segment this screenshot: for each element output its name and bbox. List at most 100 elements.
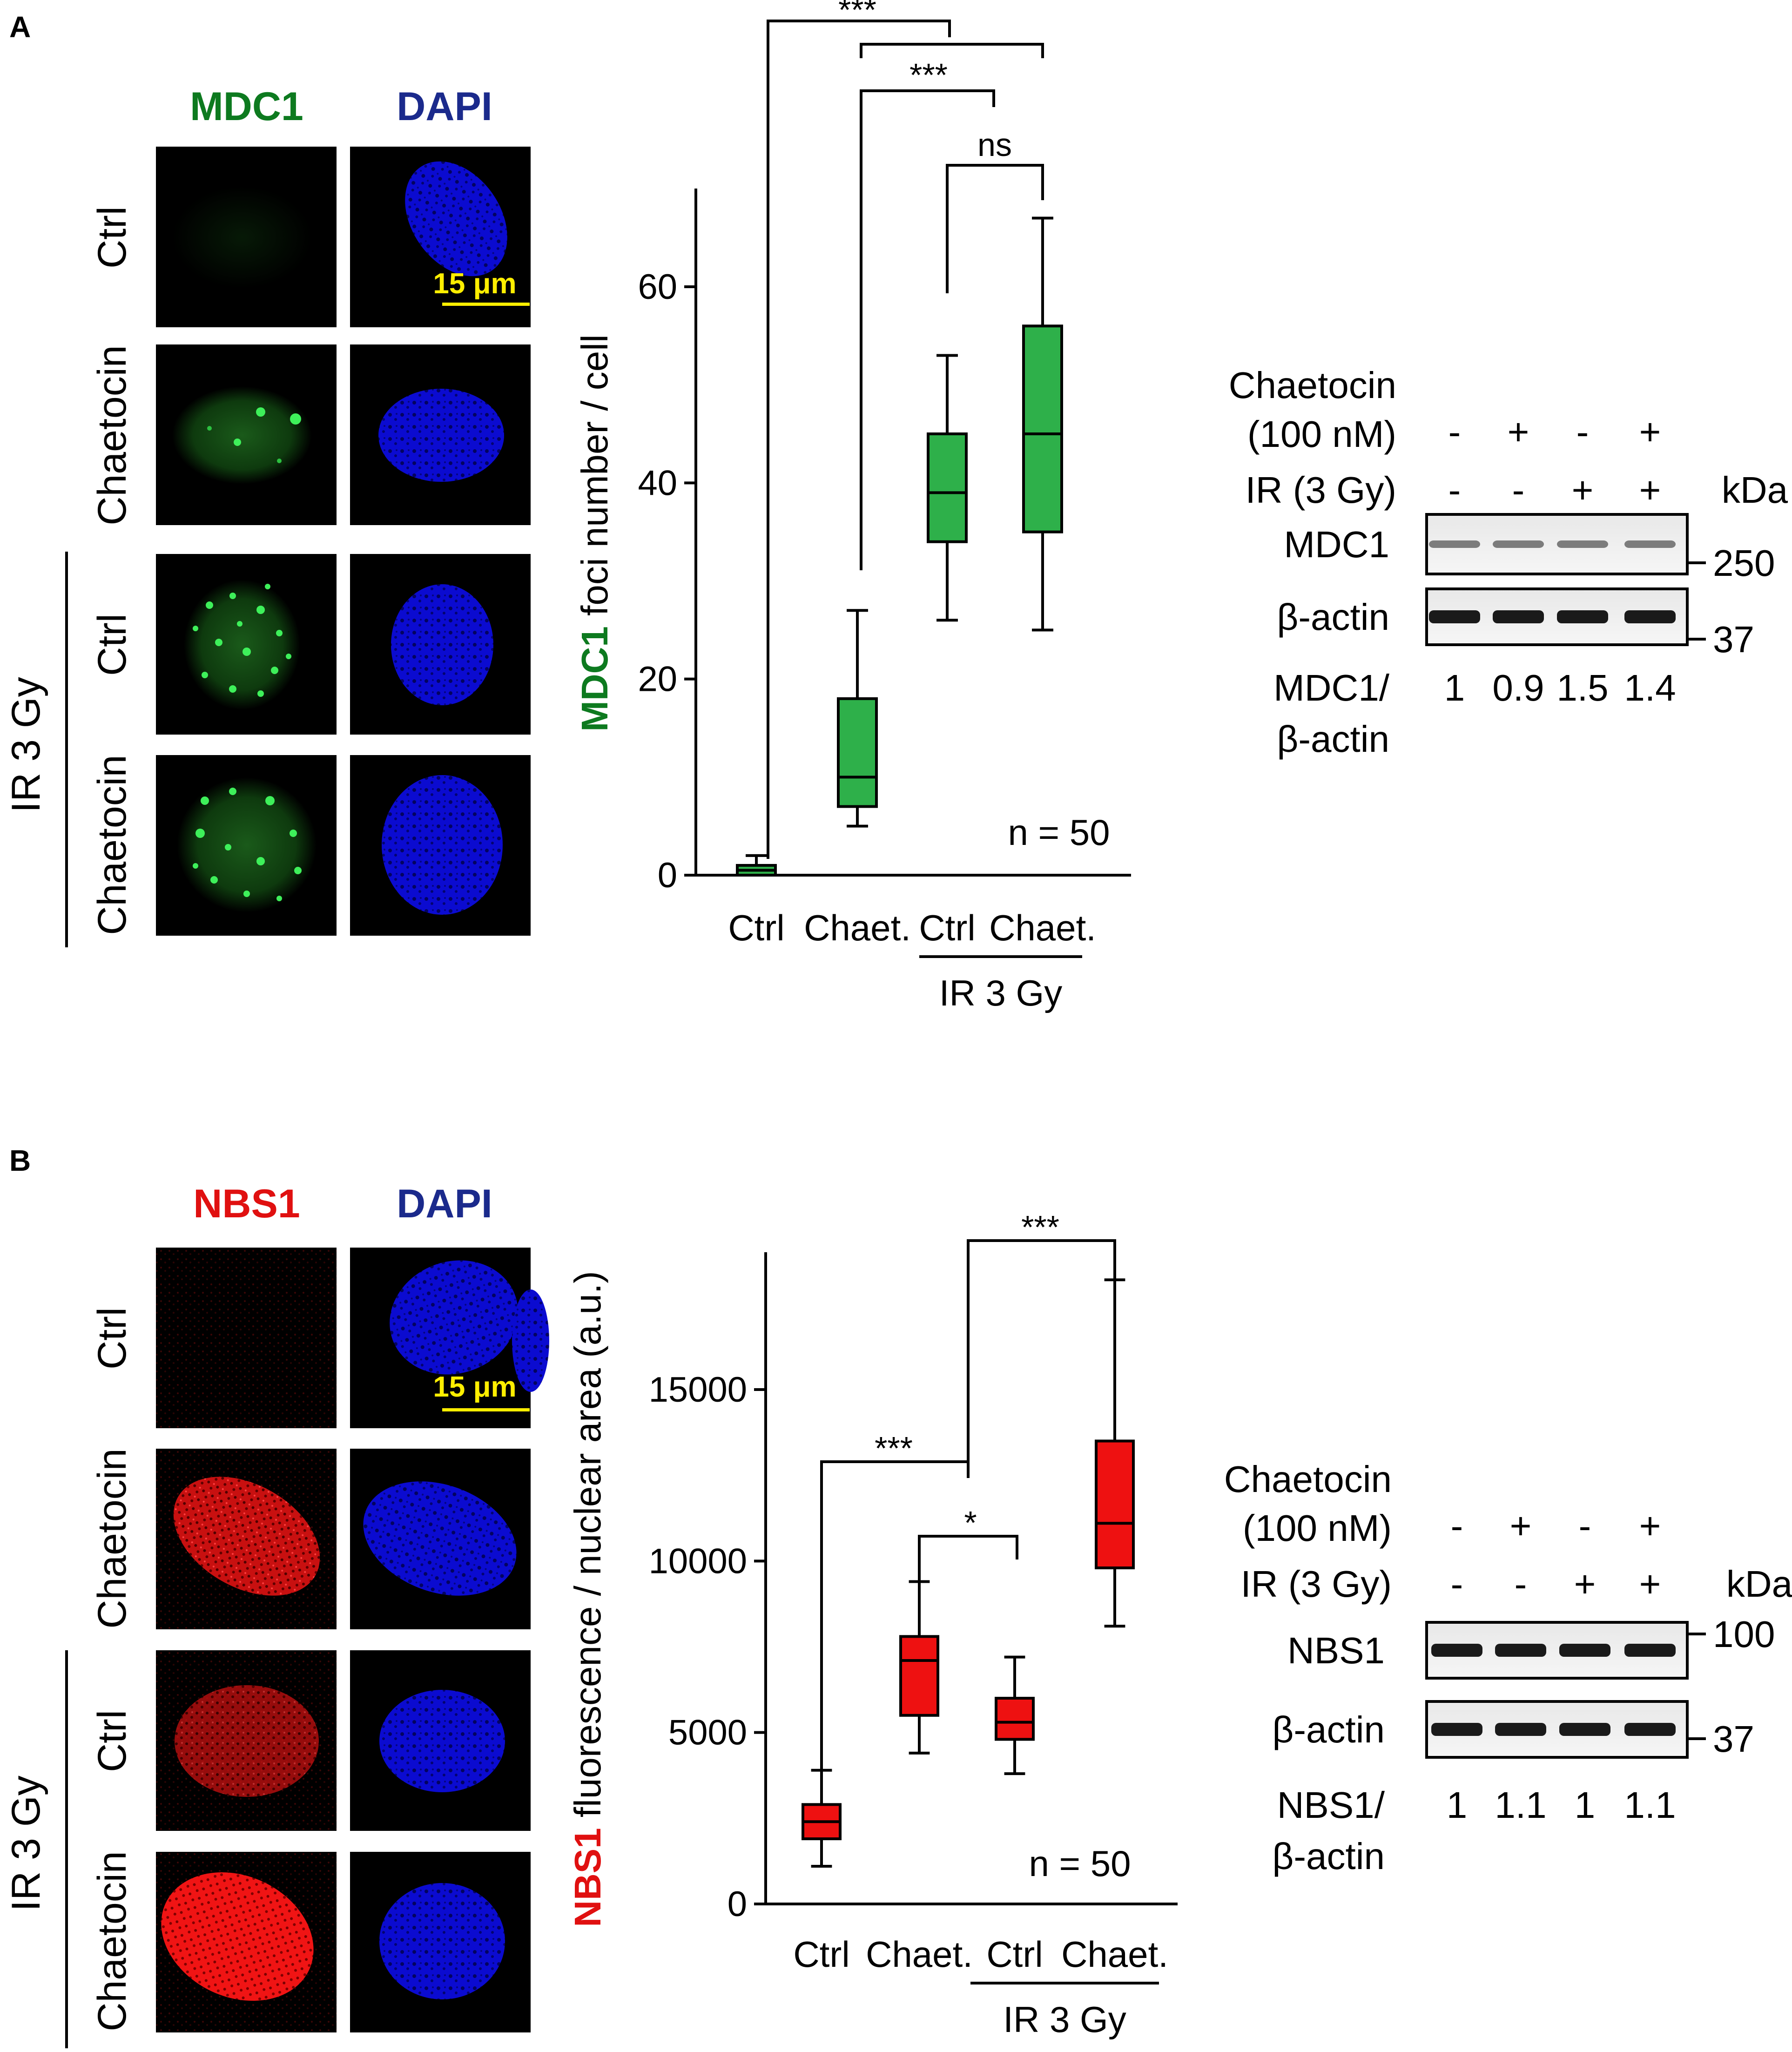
y-tick-label: 0 [658,856,677,895]
micrograph-dapi-ir-chaetocin-b [350,1852,531,2032]
scale-bar-b [442,1408,530,1411]
ir-sign: - [1451,1563,1463,1605]
n-label: n = 50 [1029,1843,1131,1884]
blot-strip-target [1425,513,1689,575]
ir-group-label: IR 3 Gy [1003,1999,1126,2040]
blot-band [1559,1644,1610,1657]
x-tick-label: Ctrl [919,907,975,948]
x-tick-label: Ctrl [728,907,784,948]
box-3 [995,1655,1035,1775]
blot-band [1429,540,1480,548]
x-tick-label: Chaet. [1061,1934,1168,1975]
dapi-channel-header-b: DAPI [397,1181,492,1226]
ratio-value: 1.5 [1556,667,1608,709]
significance-bracket: * [918,1505,1018,1604]
significance-label: ns [977,127,1012,163]
x-tick-label: Ctrl [793,1934,849,1975]
ir-sign: + [1639,469,1661,511]
significance-bracket: *** [767,0,951,859]
row-label-ir-chaetocin-b: Chaetocin [90,1851,135,2031]
ir-label-micro-a: IR 3 Gy [4,677,48,813]
box-2 [899,1580,939,1755]
box-4 [1022,216,1063,632]
micrograph-nbs1-ir-ctrl [156,1650,337,1831]
n-label: n = 50 [1008,812,1110,853]
mw-marker-label: 250 [1713,542,1775,584]
panel-a-letter: A [9,10,31,44]
y-axis-label: MDC1 foci number / cell [574,334,615,732]
y-axis-label-marker: NBS1 [567,1828,608,1927]
treatment-chaetocin-label: Chaetocin [1229,364,1396,406]
bracket-line [946,164,1044,293]
significance-label: *** [838,0,876,28]
x-tick-label: Chaet. [989,907,1096,948]
ratio-value: 1.1 [1495,1784,1546,1826]
box-iqr [899,1635,939,1717]
ir-sign: + [1574,1563,1596,1605]
significance-bracket: *** [860,57,995,570]
box-iqr [837,697,878,808]
chaetocin-sign: - [1451,1505,1463,1546]
ratio-value: 1.1 [1624,1784,1676,1826]
ir-sign: - [1515,1563,1527,1605]
blot-strip-actin [1425,587,1689,646]
y-axis-label: NBS1 fluorescence / nuclear area (a.u.) [567,1271,608,1927]
ratio-label-line1: MDC1/ [1273,667,1390,709]
y-tick-label: 0 [728,1884,747,1924]
y-tick-label: 10000 [649,1541,747,1581]
chaetocin-sign: + [1510,1505,1532,1546]
mdc1-channel-header: MDC1 [190,84,303,129]
micrograph-mdc1-ir-chaetocin [156,755,337,936]
ir-label-micro-b: IR 3 Gy [4,1775,48,1911]
ratio-value: 1 [1447,1784,1468,1826]
blot-band [1559,1723,1610,1736]
mw-marker-label: 37 [1713,619,1754,660]
y-axis-label-rest: foci number / cell [574,334,615,626]
ir-sign: + [1572,469,1594,511]
row-label-ctrl-b: Ctrl [90,1307,135,1370]
kda-label: kDa [1722,469,1788,511]
boxplot-nbs1: 0 5000 10000 15000 NBS1 fluorescence / nucle… [567,1209,1178,2040]
blot-band [1429,610,1480,623]
micrograph-dapi-ctrl-a: 15 μm [350,147,531,327]
mw-marker-label: 100 [1713,1613,1775,1655]
box-iqr [995,1697,1035,1741]
x-tick-label: Chaet. [804,907,911,948]
chaetocin-sign: + [1639,411,1661,452]
box-4 [1095,1278,1135,1628]
chaetocin-sign: + [1508,411,1529,452]
significance-label: *** [1021,1209,1059,1245]
treatment-chaetocin-conc: (100 nM) [1243,1507,1392,1549]
significance-label: * [964,1505,977,1541]
ir-group-label: IR 3 Gy [939,972,1062,1013]
scale-bar-label-a: 15 μm [433,268,516,300]
micrograph-dapi-chaetocin-a [350,344,531,525]
x-tick-label: Ctrl [986,1934,1043,1975]
treatment-ir-label: IR (3 Gy) [1241,1563,1392,1605]
significance-label: *** [909,57,948,93]
ratio-value: 1 [1575,1784,1596,1826]
chaetocin-sign: - [1579,1505,1591,1546]
kda-label: kDa [1726,1563,1792,1605]
nbs1-channel-header: NBS1 [193,1181,300,1226]
significance-label: *** [875,1430,913,1466]
box-iqr [927,432,968,543]
row-label-ctrl-a: Ctrl [90,206,135,269]
treatment-chaetocin-label: Chaetocin [1224,1458,1392,1500]
box-iqr [1095,1439,1135,1570]
blot-band [1493,540,1544,548]
micrograph-dapi-chaetocin-b [350,1449,531,1629]
chaetocin-sign: - [1576,411,1589,452]
ratio-value: 1 [1444,667,1465,709]
ratio-value: 0.9 [1492,667,1544,709]
blot-band [1557,610,1608,623]
row-label-chaetocin-a: Chaetocin [90,345,135,525]
blot-band [1557,540,1608,548]
bracket-line [860,89,995,570]
ir-sign: - [1512,469,1525,511]
mw-marker-label: 37 [1713,1718,1754,1760]
ir-sign: - [1448,469,1461,511]
blot-strip-target [1425,1621,1689,1680]
scale-bar-a [442,303,530,306]
ratio-label-line2: β-actin [1272,1836,1385,1877]
